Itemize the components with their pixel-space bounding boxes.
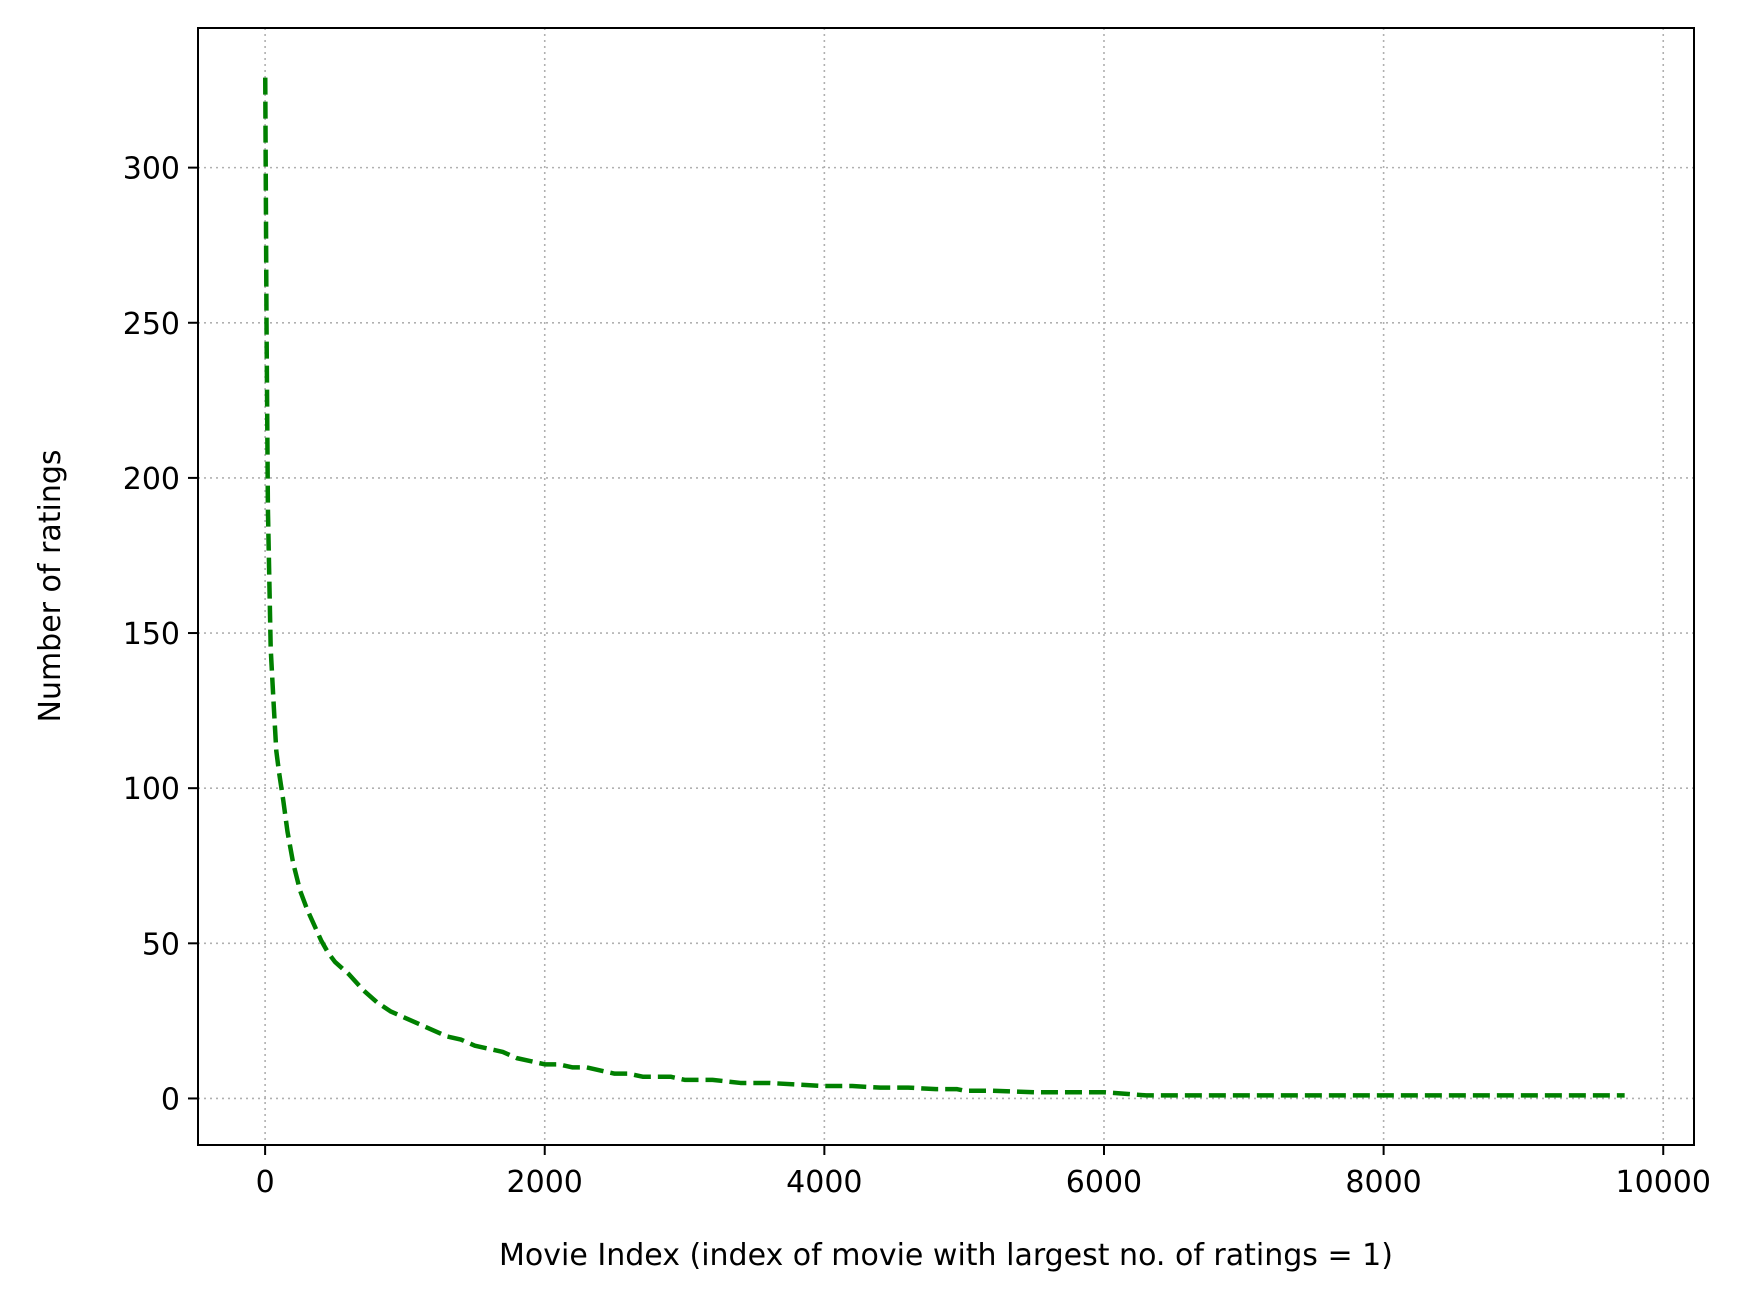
y-tick-label: 50 <box>142 927 180 962</box>
x-tick-label: 0 <box>256 1165 275 1200</box>
grid-lines <box>198 28 1694 1145</box>
x-tick-label: 2000 <box>507 1165 583 1200</box>
x-tick-label: 4000 <box>786 1165 862 1200</box>
y-tick-label: 250 <box>123 307 180 342</box>
y-tick-label: 150 <box>123 617 180 652</box>
x-axis-label: Movie Index (index of movie with largest… <box>499 1238 1393 1273</box>
y-tick-label: 0 <box>161 1082 180 1117</box>
y-axis-label: Number of ratings <box>33 449 68 722</box>
x-tick-label: 6000 <box>1066 1165 1142 1200</box>
y-tick-label: 200 <box>123 462 180 497</box>
x-tick-label: 10000 <box>1616 1165 1711 1200</box>
y-tick-label: 100 <box>123 772 180 807</box>
axis-ticks: 0 2000 4000 6000 8000 10000 0 50 100 150 200 250 300 <box>123 152 1711 1200</box>
y-tick-label: 300 <box>123 152 180 187</box>
x-tick-label: 8000 <box>1345 1165 1421 1200</box>
plot-frame <box>197 27 1695 1146</box>
